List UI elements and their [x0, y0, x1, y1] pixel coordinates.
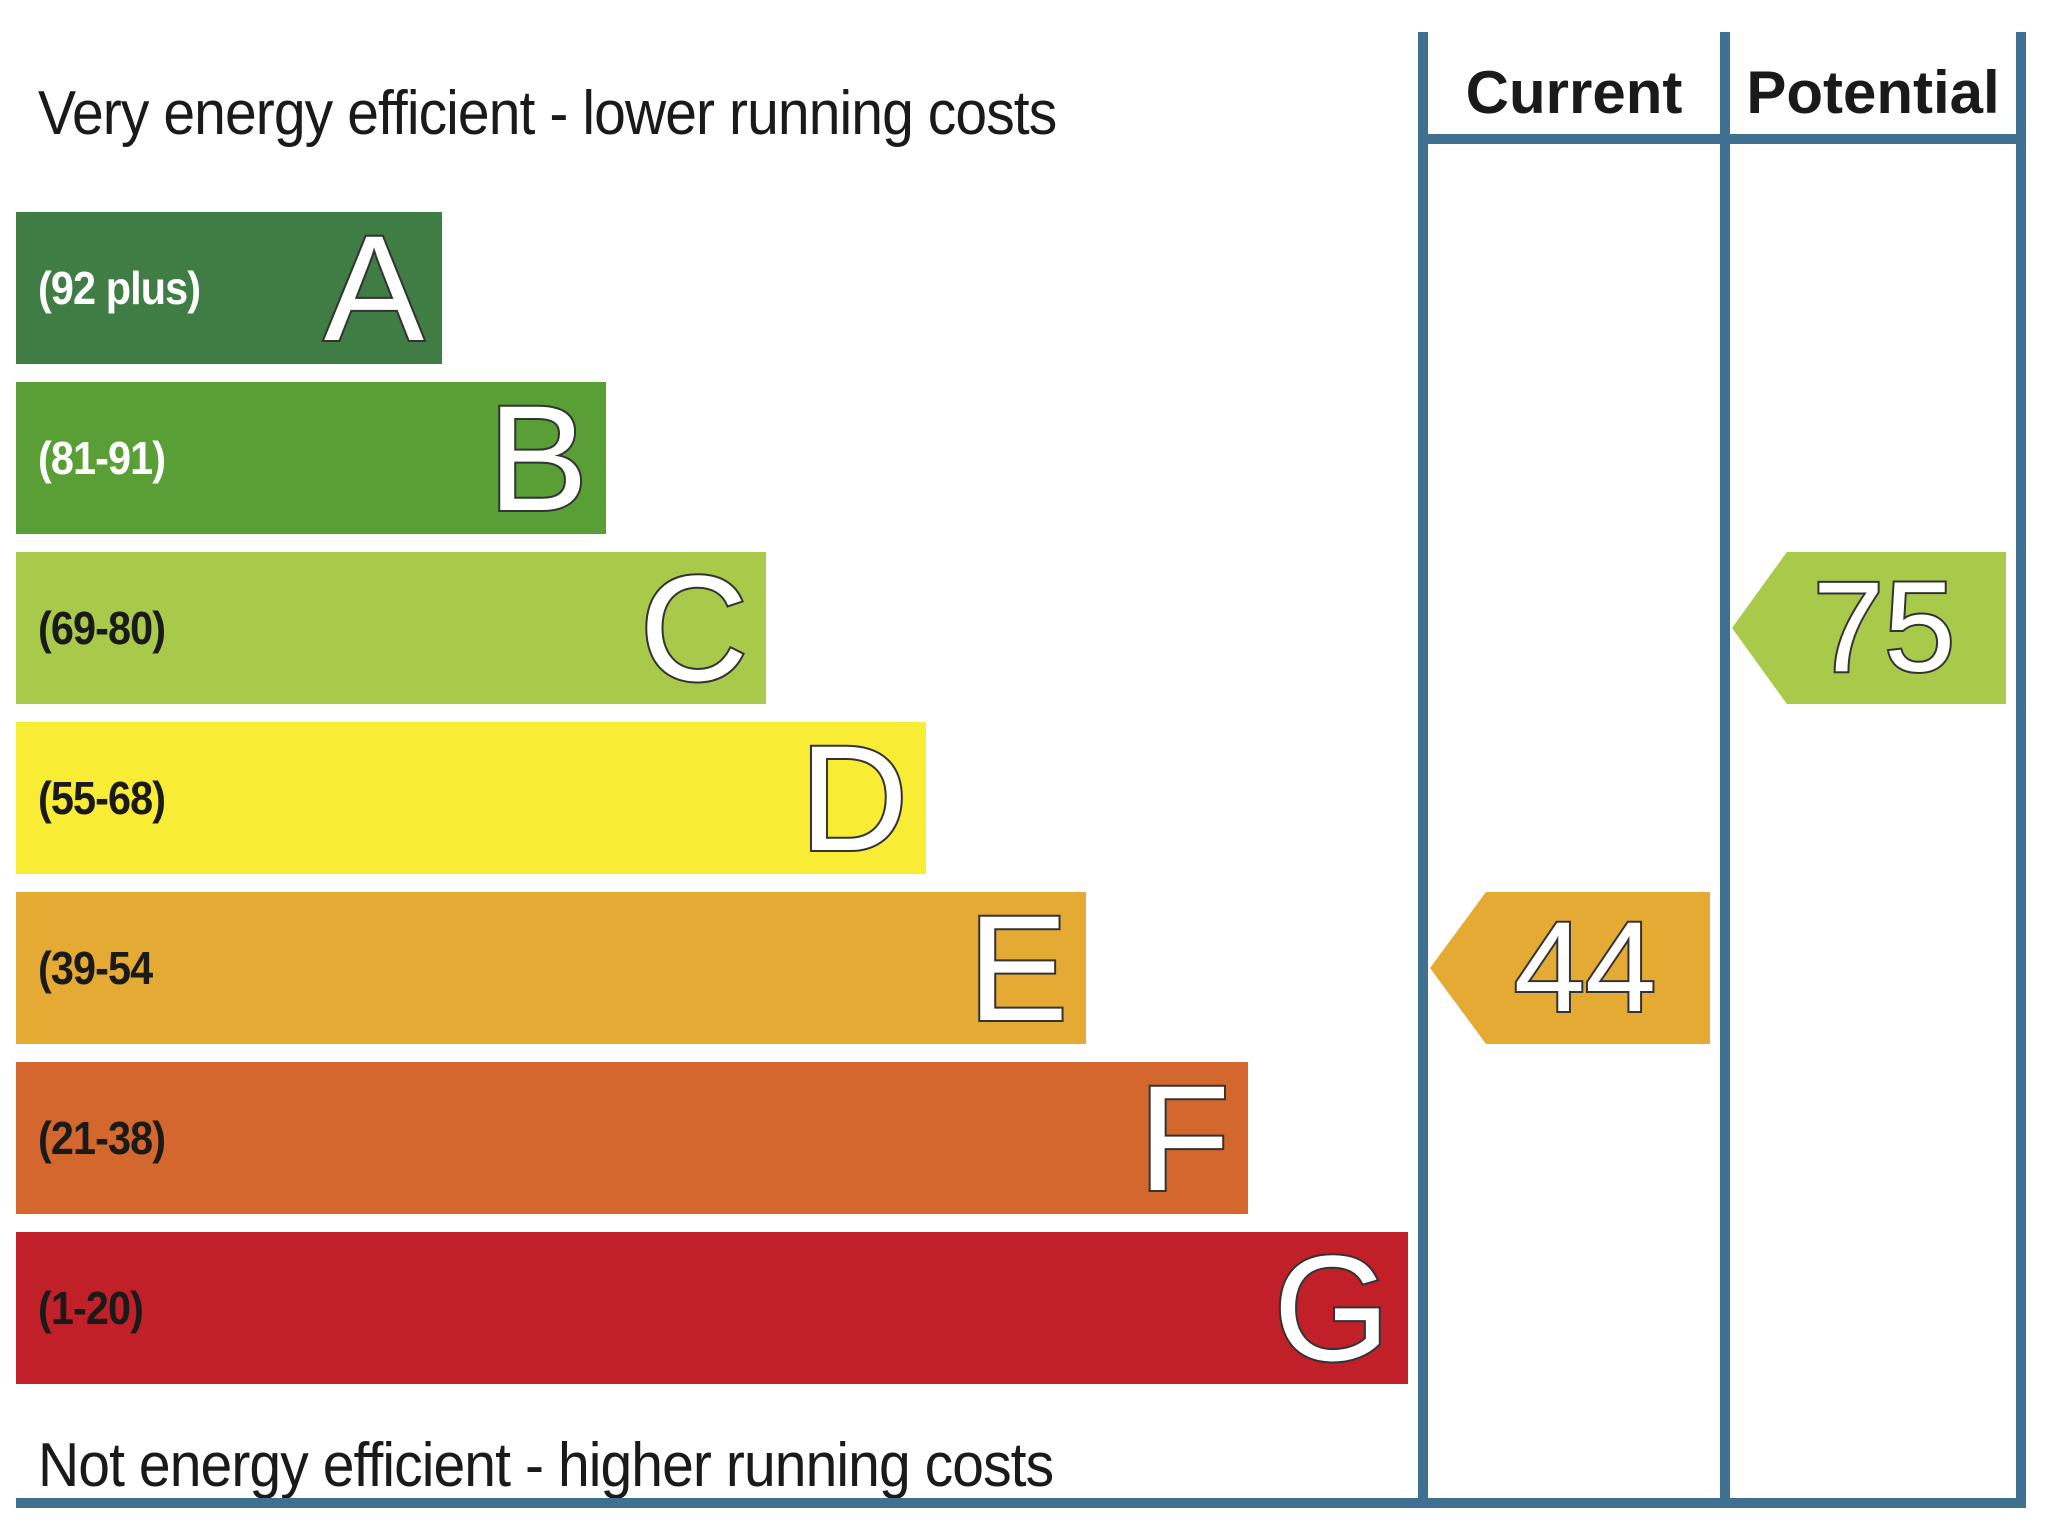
- band-c: (69-80) C: [16, 544, 766, 712]
- band-g: (1-20) G: [16, 1224, 1408, 1392]
- band-range-label: (55-68): [38, 772, 166, 824]
- band-letter: C: [638, 544, 750, 712]
- column-header-current: Current: [1465, 58, 1683, 126]
- frame-line-right: [2016, 32, 2026, 1506]
- top-caption: Very energy efficient - lower running co…: [38, 79, 1057, 148]
- band-e: (39-54 E: [16, 884, 1086, 1052]
- frame-line-middle: [1720, 32, 1730, 1506]
- band-range-label: (39-54: [38, 942, 153, 994]
- band-letter: D: [798, 714, 910, 882]
- rating-value: 75: [1811, 556, 1957, 699]
- band-range-label: (1-20): [38, 1282, 144, 1334]
- band-letter: G: [1271, 1224, 1392, 1392]
- band-a: (92 plus) A: [16, 204, 442, 372]
- bottom-caption: Not energy efficient - higher running co…: [38, 1431, 1054, 1500]
- frame-line-bottom: [16, 1498, 2026, 1508]
- rating-arrow-potential: 75: [1732, 552, 2006, 704]
- frame-line-header: [1418, 134, 2026, 144]
- band-letter: B: [486, 374, 590, 542]
- band-d: (55-68) D: [16, 714, 926, 882]
- band-range-label: (81-91): [38, 432, 166, 484]
- band-f: (21-38) F: [16, 1054, 1248, 1222]
- band-b: (81-91) B: [16, 374, 606, 542]
- column-header-potential: Potential: [1746, 58, 2000, 126]
- band-range-label: (21-38): [38, 1112, 166, 1164]
- band-letter: A: [322, 204, 426, 372]
- band-range-label: (69-80): [38, 602, 166, 654]
- band-letter: F: [1136, 1054, 1232, 1222]
- band-range-label: (92 plus): [38, 262, 201, 314]
- rating-value: 44: [1512, 896, 1658, 1039]
- rating-arrow-current: 44: [1430, 892, 1710, 1044]
- band-letter: E: [966, 884, 1070, 1052]
- frame-line-left: [1418, 32, 1428, 1506]
